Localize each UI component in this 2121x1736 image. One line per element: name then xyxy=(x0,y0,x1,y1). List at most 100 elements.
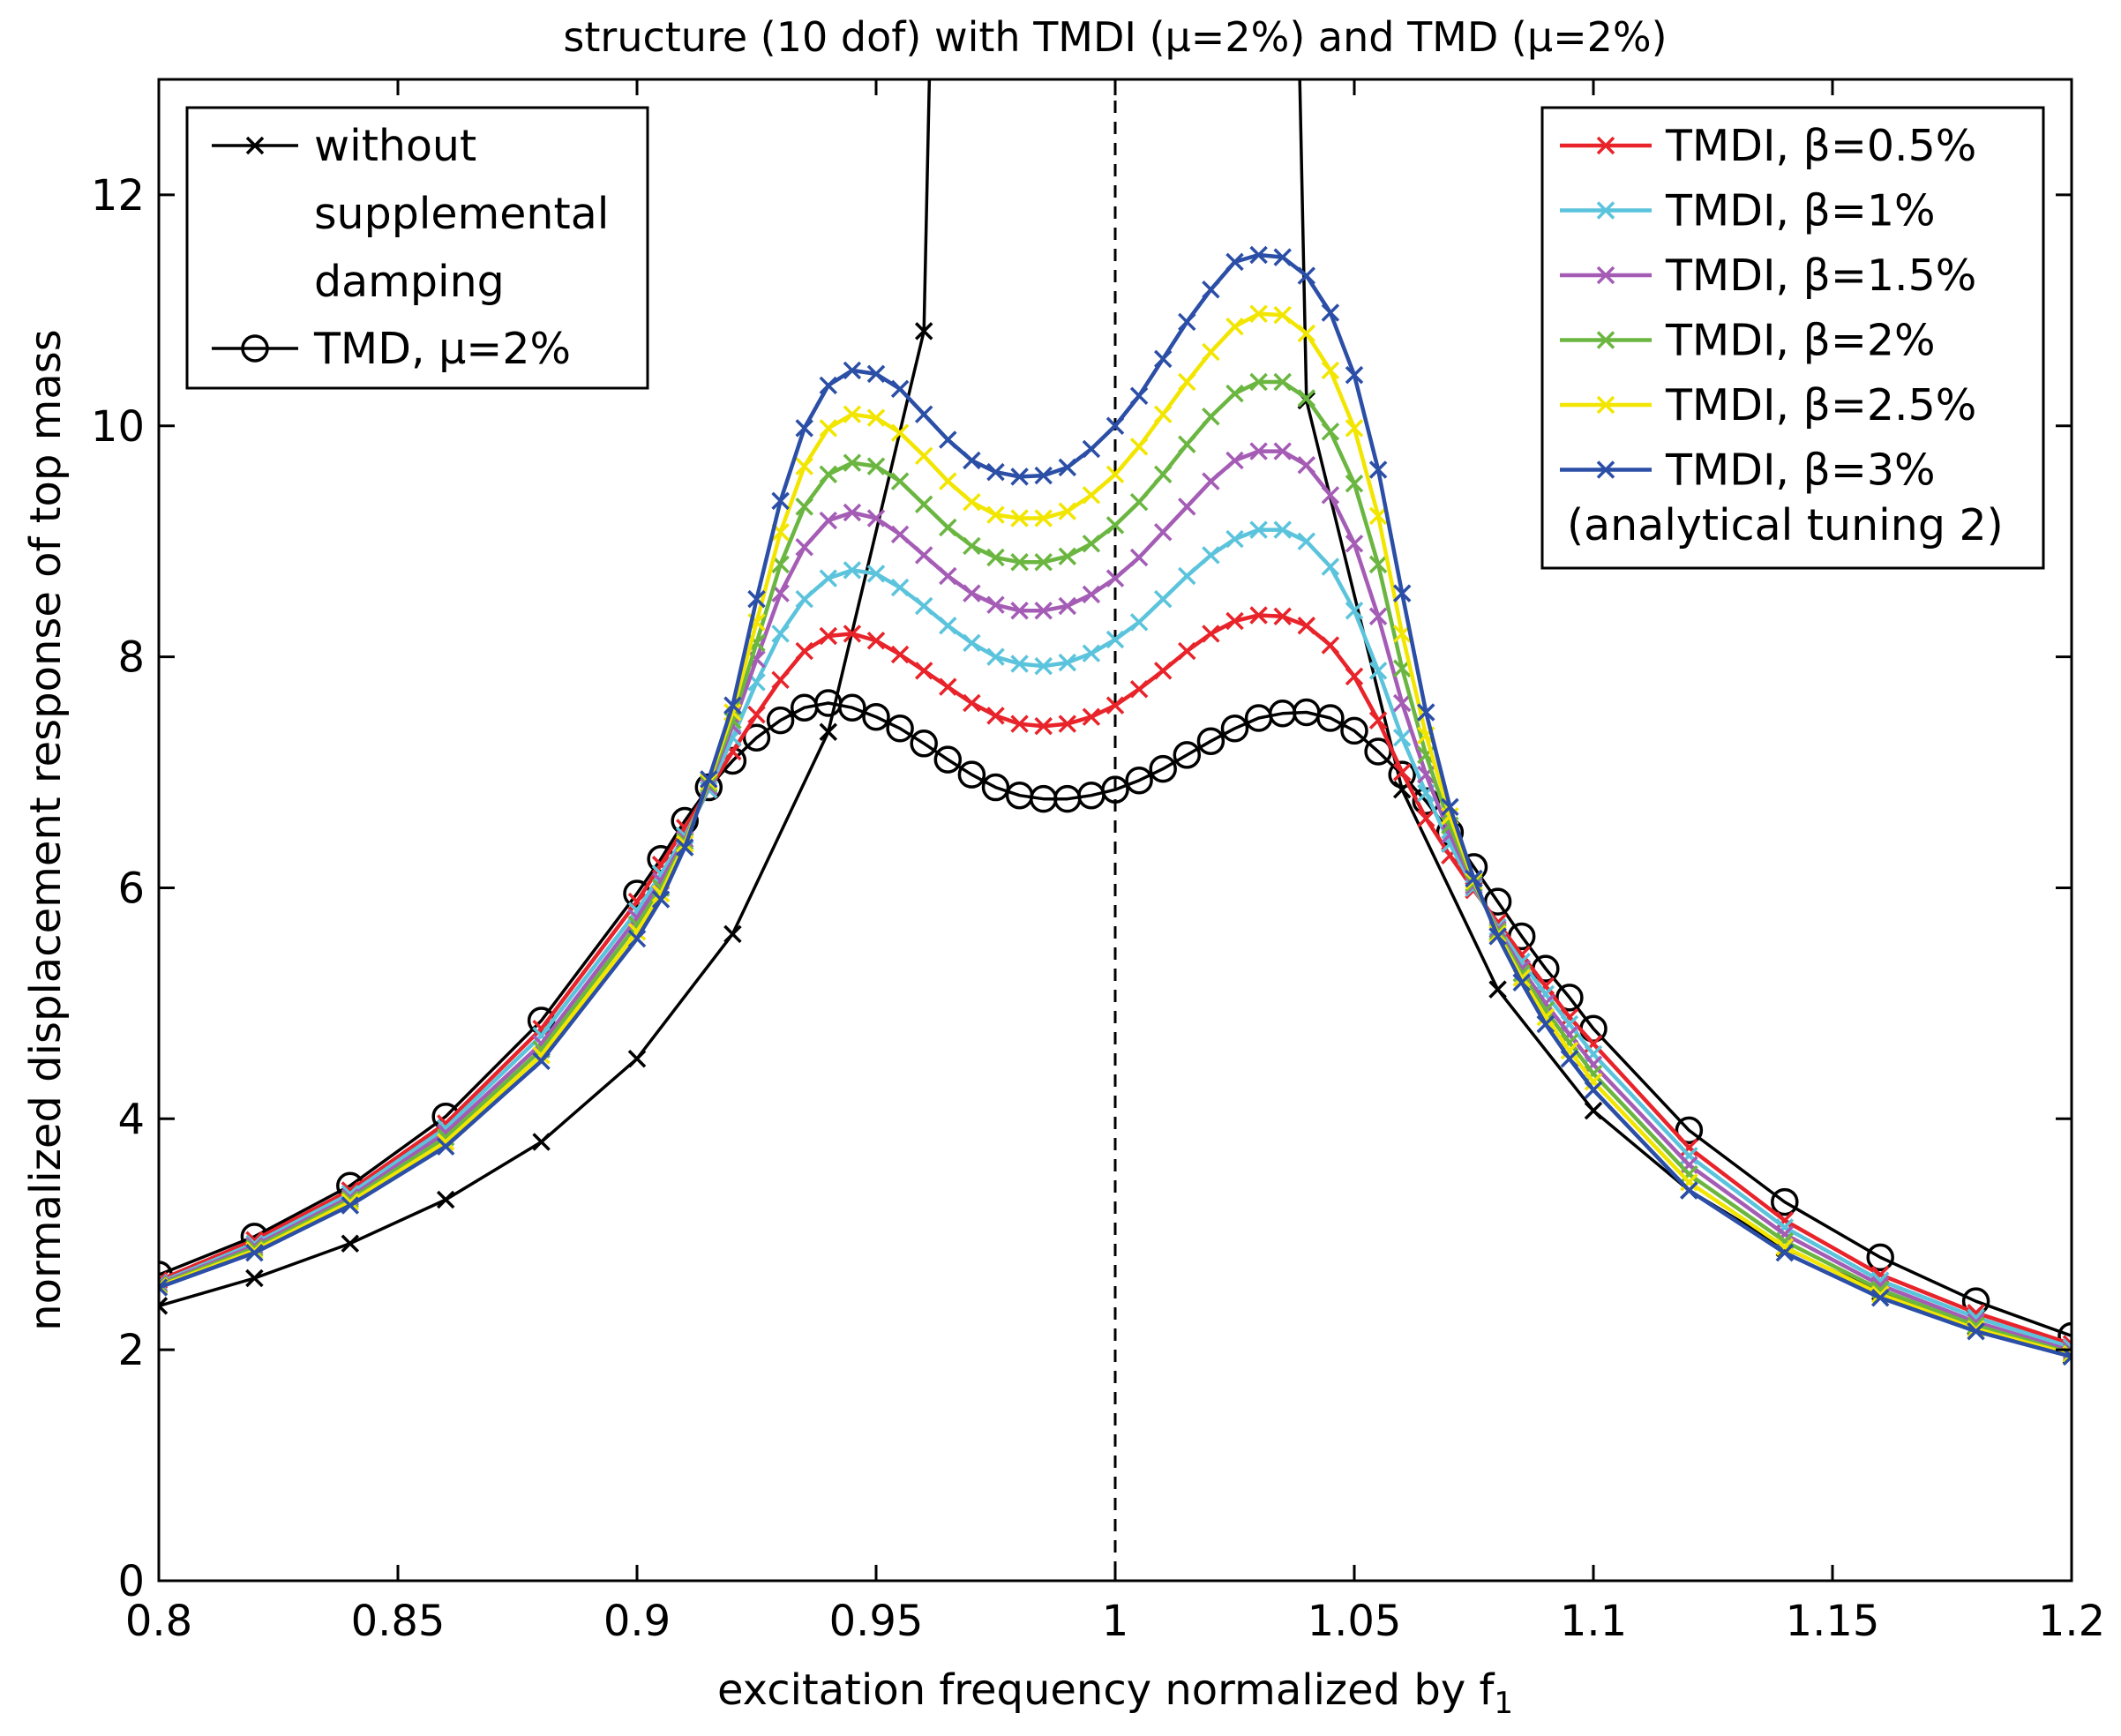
data-point-tmd xyxy=(1101,775,1129,804)
x-tick-label: 0.8 xyxy=(125,1597,192,1646)
data-point-b1 xyxy=(1368,662,1388,680)
data-point-b15 xyxy=(1225,451,1244,470)
data-point-b25 xyxy=(1010,509,1029,528)
data-point-b1 xyxy=(795,589,813,609)
data-point-b25 xyxy=(890,423,910,442)
legend-left-entry-without: without supplemental damping xyxy=(212,121,609,307)
legend-right-box xyxy=(1540,106,2045,570)
legend-swatch-marker xyxy=(1596,266,1615,285)
x-tick-label: 1 xyxy=(1102,1597,1129,1646)
data-point-b15 xyxy=(819,511,838,530)
data-point-b1 xyxy=(1153,589,1173,609)
data-point-b3 xyxy=(1680,1181,1698,1200)
data-point-b05 xyxy=(771,670,790,690)
y-axis-ticks: 0 2 4 6 8 10 12 xyxy=(91,171,2072,1606)
data-point-b25 xyxy=(532,1046,551,1065)
data-point-b2 xyxy=(1153,465,1173,483)
data-point-b3 xyxy=(843,361,862,380)
data-point-b15 xyxy=(1153,522,1173,542)
legend-right-text: TMDI, β=2.5% xyxy=(1665,380,1976,430)
data-point-b05 xyxy=(1010,715,1029,733)
data-point-b2 xyxy=(1082,535,1101,553)
data-point-b3 xyxy=(700,770,718,789)
data-point-b25 xyxy=(866,408,886,427)
data-point-b3 xyxy=(1967,1321,1985,1341)
legend-left: without supplemental damping TMD, μ=2% xyxy=(185,106,649,390)
data-point-b3 xyxy=(627,929,647,948)
x-axis-label-subscript: 1 xyxy=(1494,1686,1513,1721)
data-point-tmd xyxy=(1149,754,1177,783)
data-point-tmd xyxy=(1173,741,1202,769)
data-point-tmd xyxy=(1866,1243,1894,1272)
data-point-b2 xyxy=(1034,553,1053,572)
data-point-b25 xyxy=(1202,342,1220,362)
x-tick-label: 0.85 xyxy=(351,1597,446,1646)
data-point-without xyxy=(1488,980,1507,999)
data-point-b25 xyxy=(1153,405,1173,423)
data-point-b15 xyxy=(1058,596,1077,616)
data-point-b1 xyxy=(1010,655,1029,673)
data-point-b15 xyxy=(1321,486,1340,505)
data-point-b3 xyxy=(986,462,1005,482)
data-point-b05 xyxy=(1202,625,1220,643)
data-point-b3 xyxy=(771,491,790,511)
data-point-b2 xyxy=(1129,492,1149,512)
data-point-b25 xyxy=(1058,502,1077,520)
data-point-b3 xyxy=(939,430,957,449)
data-point-b3 xyxy=(532,1051,551,1071)
data-point-b1 xyxy=(939,617,957,635)
data-point-b2 xyxy=(1058,547,1077,565)
data-point-tmd xyxy=(2057,1321,2072,1351)
x-axis-label: excitation frequency normalized by f1 xyxy=(717,1665,1513,1721)
data-point-b3 xyxy=(1225,252,1244,272)
data-point-b05 xyxy=(1178,641,1196,661)
data-point-b1 xyxy=(1082,644,1101,662)
data-point-b25 xyxy=(1584,1073,1603,1091)
data-point-b2 xyxy=(819,465,838,483)
legend-right-text: TMDI, β=1% xyxy=(1665,186,1936,236)
legend-swatch-marker xyxy=(1596,395,1615,415)
data-point-b3 xyxy=(1273,248,1292,266)
legend-right-entry-b25: TMDI, β=2.5% xyxy=(1560,380,1976,430)
x-tick-label: 1.1 xyxy=(1560,1597,1627,1646)
x-axis-ticks: 0.8 0.85 0.9 0.95 1 1.05 1.1 1.15 1.2 xyxy=(125,79,2105,1646)
data-point-tmd xyxy=(933,745,963,774)
data-point-b3 xyxy=(1392,584,1412,602)
data-point-b3 xyxy=(1105,416,1125,436)
x-tick-label: 1.15 xyxy=(1786,1597,1880,1646)
data-point-b25 xyxy=(1082,486,1101,505)
data-point-b05 xyxy=(1321,636,1340,655)
data-point-b15 xyxy=(1368,607,1388,626)
data-point-b3 xyxy=(1345,365,1364,385)
legend-swatch-marker xyxy=(1596,331,1615,349)
legend-left-text: without xyxy=(314,121,476,171)
data-point-b25 xyxy=(1368,506,1388,526)
data-point-tmd xyxy=(1771,1187,1799,1216)
data-point-b05 xyxy=(890,645,910,664)
data-point-b05 xyxy=(1153,662,1173,680)
data-point-b25 xyxy=(436,1133,455,1151)
data-point-b15 xyxy=(963,584,981,602)
data-point-b3 xyxy=(1775,1243,1795,1262)
data-point-without xyxy=(436,1190,455,1209)
data-point-b1 xyxy=(1345,602,1364,620)
data-point-b3 xyxy=(1870,1289,1890,1307)
data-point-b15 xyxy=(1273,442,1292,460)
data-point-tmd xyxy=(981,773,1010,802)
data-point-tmd xyxy=(1125,766,1153,795)
data-point-b25 xyxy=(1178,372,1196,392)
data-point-tmd xyxy=(766,706,795,735)
data-point-b1 xyxy=(1225,529,1244,549)
data-point-b15 xyxy=(1082,585,1101,604)
data-point-without xyxy=(341,1234,360,1253)
data-point-b05 xyxy=(1345,667,1364,686)
legend-right-text: TMDI, β=1.5% xyxy=(1665,251,1976,301)
data-point-b2 xyxy=(914,495,933,514)
data-point-b1 xyxy=(771,625,790,643)
data-point-b3 xyxy=(1465,869,1483,888)
data-point-without xyxy=(532,1133,551,1151)
data-point-b2 xyxy=(1297,389,1316,408)
data-point-b2 xyxy=(1225,384,1244,403)
data-point-b05 xyxy=(914,662,933,680)
data-point-b25 xyxy=(1775,1238,1795,1256)
